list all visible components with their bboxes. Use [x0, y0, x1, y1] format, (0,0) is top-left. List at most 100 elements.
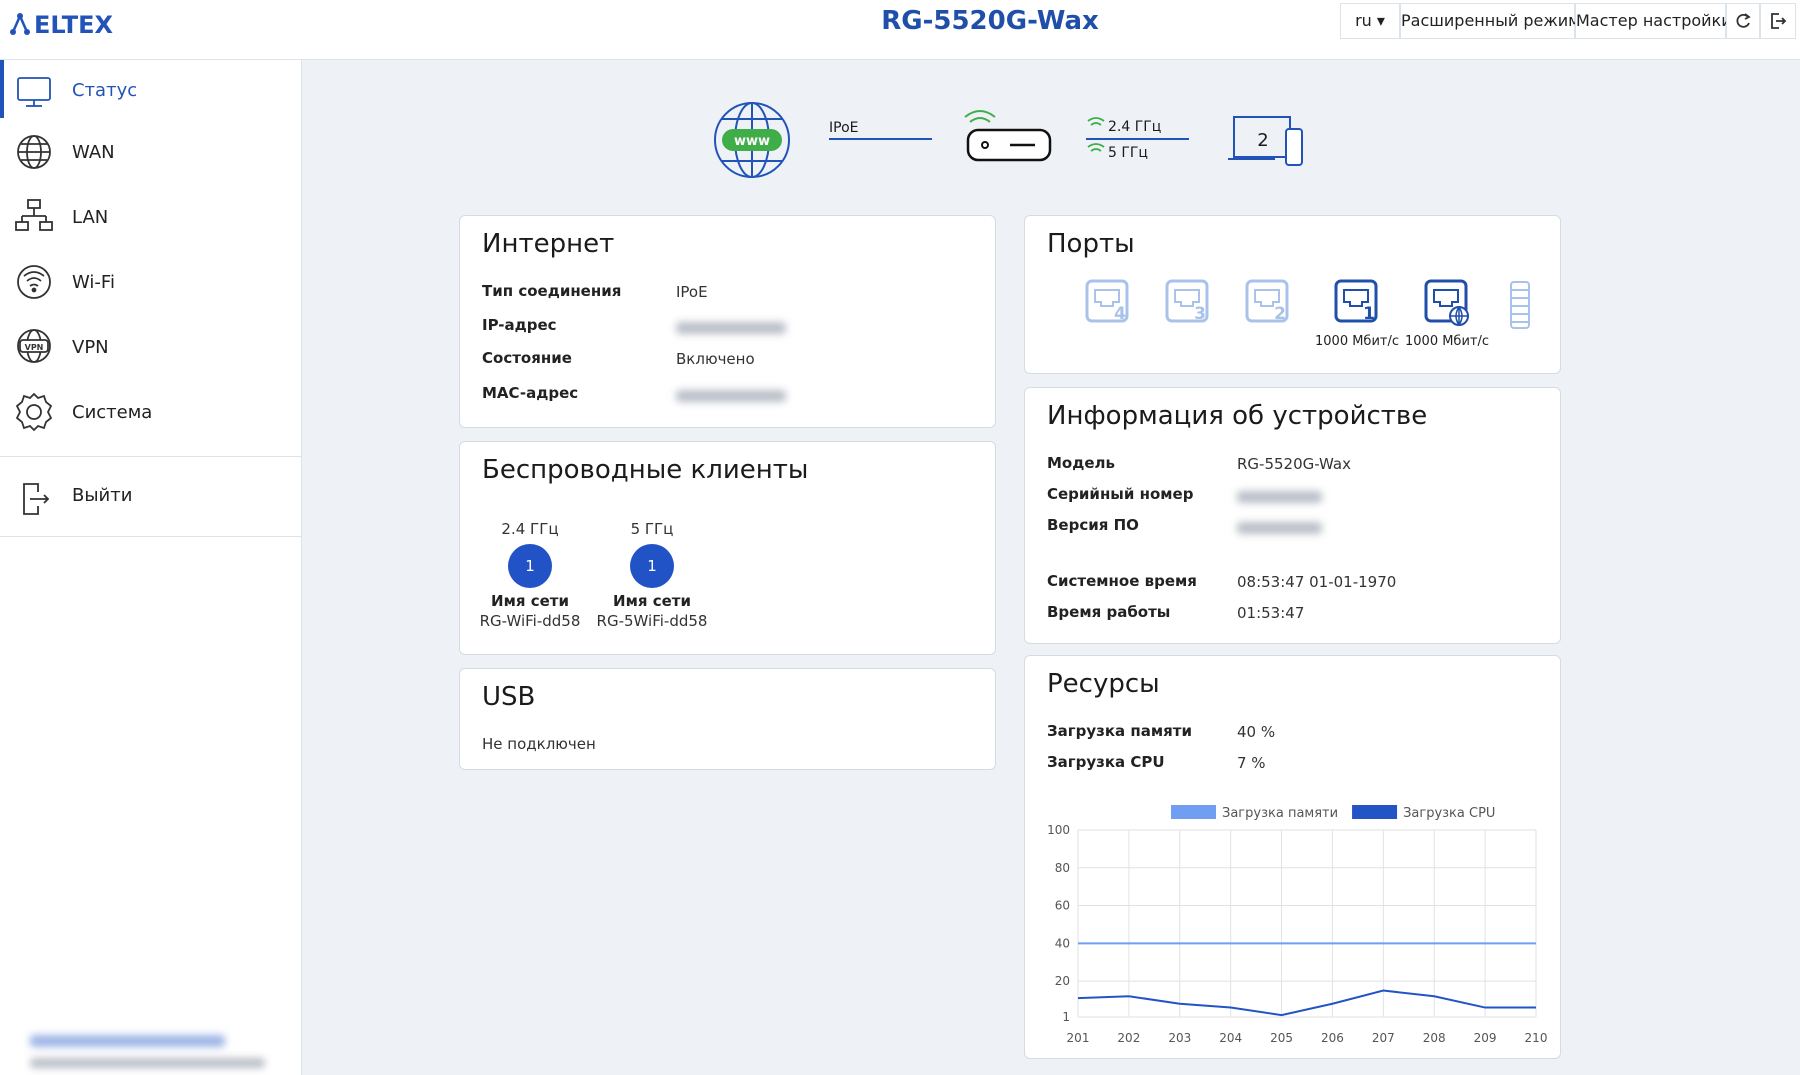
blurred-version [30, 1035, 225, 1047]
header: ELTEX RG-5520G-Wax ru ▾ Расширенный режи… [0, 0, 1800, 60]
x-tick-label: 205 [1270, 1031, 1293, 1045]
sidebar: VPN Статус WAN LAN Wi-Fi VPN Система Вый… [0, 60, 302, 1075]
menu-item[interactable]: WAN [72, 142, 115, 163]
internet-card: Интернет Тип соединения IPoE IP-адрес Состо… [459, 215, 996, 428]
resource-chart: 1 20 40 60 80 100 201 202 203 204 205 206 207 208 209 2… [1047, 805, 1548, 1045]
client-count: 2 [1257, 130, 1268, 151]
menu-item[interactable]: Wi-Fi [72, 272, 115, 293]
x-tick-label: 207 [1372, 1031, 1395, 1045]
y-tick-label: 1 [1062, 1010, 1070, 1024]
x-tick-label: 203 [1168, 1031, 1191, 1045]
row-value: 01:53:47 [1237, 604, 1305, 622]
band-label: 5 ГГц [630, 520, 674, 538]
port-icon [1424, 279, 1469, 327]
port-socket [1343, 289, 1369, 307]
logout-icon [1771, 13, 1787, 29]
port-icon: 2 [1245, 279, 1289, 324]
row-label: Загрузка памяти [1047, 722, 1192, 740]
wireless-card: Беспроводные клиенты 2.4 ГГц 1 Имя сети RG-… [459, 441, 996, 655]
menu-item[interactable]: Система [72, 402, 153, 423]
ssid: RG-WiFi-dd58 [479, 612, 581, 630]
legend-label: Загрузка памяти [1222, 806, 1338, 821]
card-title: Беспроводные клиенты [482, 455, 809, 485]
menu-item[interactable]: Статус [72, 80, 138, 101]
row-label: Модель [1047, 454, 1115, 472]
port-number: 1 [1363, 304, 1375, 324]
x-tick-label: 204 [1219, 1031, 1242, 1045]
row-label: IP-адрес [482, 316, 557, 334]
svg-text:VPN: VPN [25, 343, 44, 352]
blurred-value [676, 390, 786, 402]
y-tick-label: 20 [1055, 974, 1070, 988]
x-tick-label: 210 [1525, 1031, 1548, 1045]
port-socket [1094, 289, 1120, 307]
band-label: 2.4 ГГц [501, 520, 559, 538]
port-socket [1254, 289, 1280, 307]
row-label: Тип соединения [482, 282, 622, 300]
row-value: 08:53:47 01-01-1970 [1237, 573, 1397, 591]
row-label: Версия ПО [1047, 516, 1139, 534]
client-badge: 1 [508, 544, 552, 588]
port-socket [1174, 289, 1200, 307]
logo: ELTEX [34, 11, 113, 39]
usb-card: USB Не подключен [459, 668, 996, 770]
wizard-button[interactable]: Мастер настройки [1575, 3, 1732, 39]
language-button[interactable]: ru ▾ [1340, 3, 1400, 39]
logout-button[interactable] [1760, 3, 1796, 39]
row-value: Включено [676, 350, 755, 368]
client-badge: 1 [630, 544, 674, 588]
device-title: RG-5520G-Wax [881, 6, 1099, 36]
blurred-value [1237, 491, 1322, 503]
card-title: Ресурсы [1047, 669, 1160, 699]
port-icon: 4 [1085, 279, 1129, 324]
refresh-icon [1736, 13, 1751, 28]
legend-swatch [1171, 805, 1216, 819]
x-tick-label: 209 [1474, 1031, 1497, 1045]
y-tick-label: 40 [1055, 936, 1070, 950]
row-label: Системное время [1047, 572, 1197, 590]
refresh-button[interactable] [1726, 3, 1760, 39]
row-value: 40 % [1237, 723, 1276, 741]
active-indicator [0, 60, 4, 118]
x-tick-label: 201 [1067, 1031, 1090, 1045]
band-label: 5 ГГц [1108, 145, 1148, 161]
port-icon: 3 [1165, 279, 1209, 324]
logo-icon: ELTEX [10, 11, 113, 39]
card-title: Порты [1047, 229, 1135, 259]
divider [0, 536, 302, 537]
y-tick-label: 60 [1055, 899, 1070, 913]
connection-type: IPoE [829, 120, 858, 136]
band-column: 2.4 ГГц 1 Имя сети RG-WiFi-dd58 [470, 520, 590, 630]
row-value: RG-5520G-Wax [1237, 455, 1352, 473]
port-number: 2 [1274, 304, 1286, 324]
x-tick-label: 206 [1321, 1031, 1344, 1045]
y-tick-label: 100 [1047, 823, 1070, 837]
band-label: 2.4 ГГц [1108, 119, 1161, 135]
logout-item[interactable]: Выйти [72, 485, 133, 506]
legend-swatch [1352, 805, 1398, 819]
network-label: Имя сети [613, 592, 691, 610]
x-tick-label: 202 [1117, 1031, 1140, 1045]
globe-label: www [734, 134, 770, 149]
card-title: Интернет [482, 229, 615, 259]
row-label: Серийный номер [1047, 485, 1194, 503]
card-title: Информация об устройстве [1047, 401, 1428, 431]
blurred-value [1237, 522, 1322, 534]
row-value: IPoE [676, 283, 708, 301]
usb-port-icon [1510, 281, 1530, 329]
port-number: 4 [1114, 304, 1126, 324]
row-label: Состояние [482, 349, 572, 367]
network-label: Имя сети [491, 592, 569, 610]
usb-status: Не подключен [482, 735, 596, 753]
menu-item[interactable]: VPN [72, 337, 109, 358]
port-speed: 1000 Мбит/с [1405, 334, 1489, 349]
menu-icons: VPN [15, 77, 53, 515]
port-icon: 1 [1334, 279, 1378, 324]
blurred-value [676, 322, 786, 334]
port-socket [1433, 289, 1459, 307]
language[interactable]: ru [1355, 11, 1372, 30]
topology: www IPoE 2.4 ГГц 5 ГГц 2 [714, 102, 1303, 178]
resources-card: Ресурсы 1 20 40 60 80 100 201 202 203 204 205 206 20… [1024, 655, 1561, 1059]
advanced-mode-button[interactable]: Расширенный режим [1400, 3, 1580, 39]
menu-item[interactable]: LAN [72, 207, 109, 228]
